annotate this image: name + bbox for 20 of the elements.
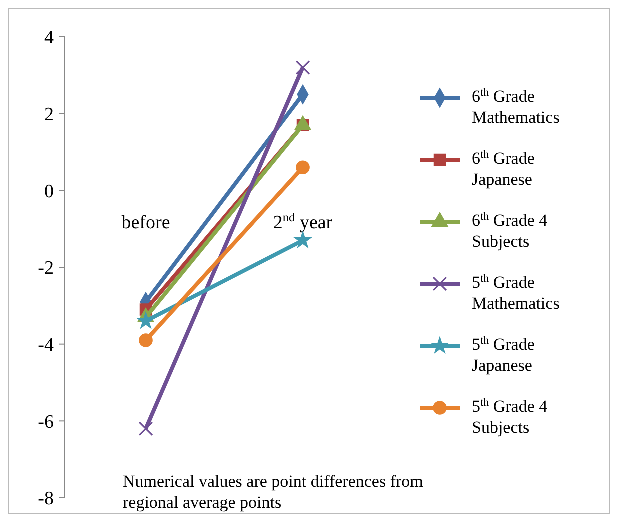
x-tick-label: 2$^{nd}$ year [273,210,334,234]
legend-label: 6$^{th}$ Grade 4 Subjects [472,211,548,251]
y-tick-label: -6 [38,412,54,433]
y-tick-label: 4 [44,28,54,49]
y-tick-label: 0 [44,181,54,202]
y-tick-label: 2 [44,104,54,126]
y-tick-label: -2 [38,258,54,280]
x-tick-label: before [122,212,170,234]
legend-label: 6$^{th}$ Grade Mathematics [472,87,560,127]
legend-label: 6$^{th}$ Grade Japanese [472,149,535,189]
point [138,422,154,436]
y-tick-label: -4 [38,334,54,356]
point [296,160,310,175]
annotation: Numerical values are point differences from regional average points [123,472,424,512]
y-tick-label: -8 [38,488,54,510]
legend-label: 5$^{th}$ Grade Japanese [472,335,535,375]
point [296,60,310,75]
legend-label: 5$^{th}$ Grade 4 Subjects [472,397,548,437]
point [139,334,153,348]
legend-label: 5$^{th}$ Grade Mathematics [472,273,560,313]
